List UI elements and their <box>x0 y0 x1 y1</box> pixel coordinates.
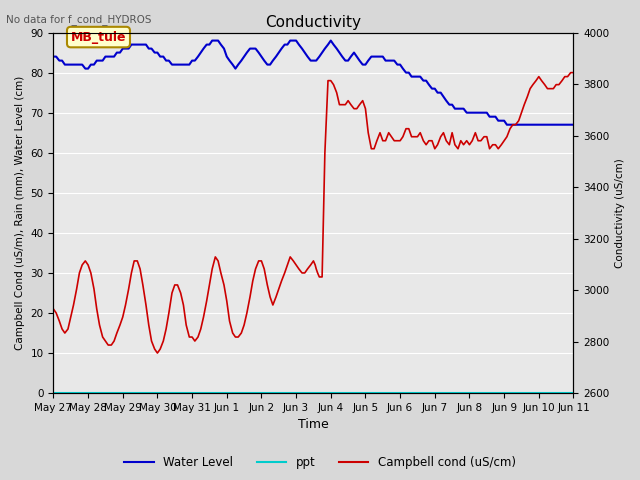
X-axis label: Time: Time <box>298 419 329 432</box>
Y-axis label: Conductivity (uS/cm): Conductivity (uS/cm) <box>615 158 625 268</box>
Text: No data for f_cond_HYDROS: No data for f_cond_HYDROS <box>6 14 152 25</box>
Text: MB_tule: MB_tule <box>71 31 126 44</box>
Title: Conductivity: Conductivity <box>266 15 362 30</box>
Y-axis label: Campbell Cond (uS/m), Rain (mm), Water Level (cm): Campbell Cond (uS/m), Rain (mm), Water L… <box>15 76 25 350</box>
Legend: Water Level, ppt, Campbell cond (uS/cm): Water Level, ppt, Campbell cond (uS/cm) <box>119 452 521 474</box>
